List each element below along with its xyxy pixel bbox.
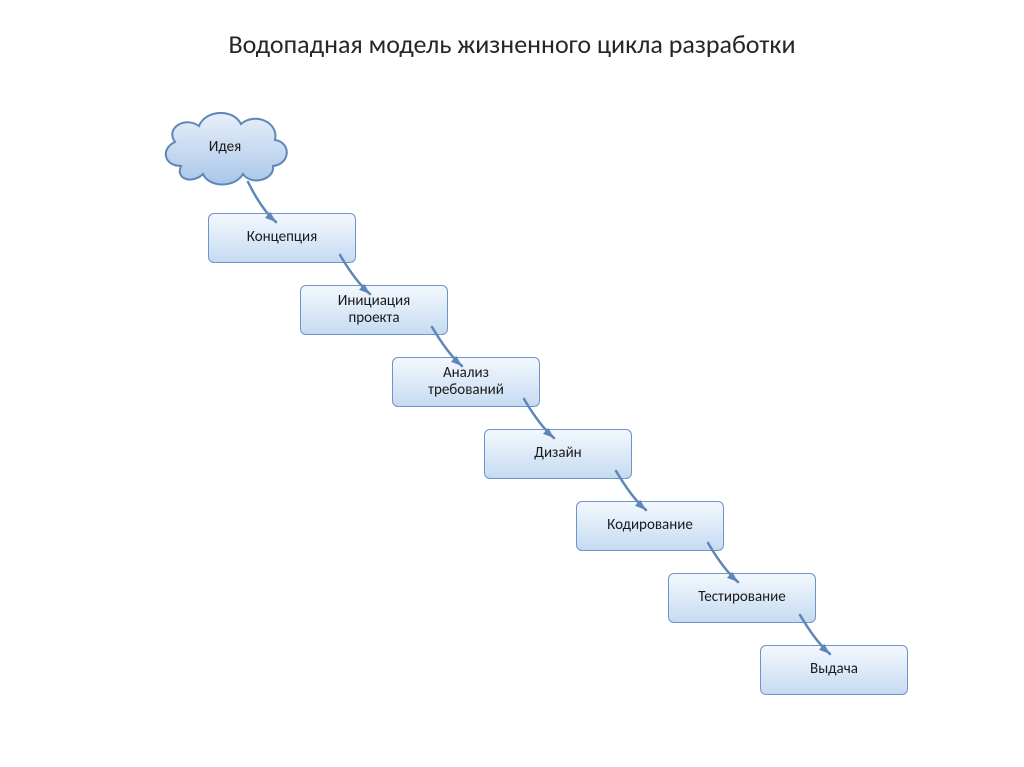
arrow-6	[788, 603, 842, 666]
diagram-title: Водопадная модель жизненного цикла разра…	[0, 28, 1024, 60]
arrow-2	[420, 315, 474, 378]
arrow-4	[604, 459, 658, 522]
arrow-0	[236, 170, 288, 234]
arrow-1	[328, 243, 382, 306]
arrow-3	[512, 387, 566, 450]
diagram-canvas: { "diagram": { "type": "flowchart", "tit…	[0, 0, 1024, 767]
arrow-5	[696, 531, 750, 594]
idea-cloud-label: Идея	[209, 138, 241, 156]
